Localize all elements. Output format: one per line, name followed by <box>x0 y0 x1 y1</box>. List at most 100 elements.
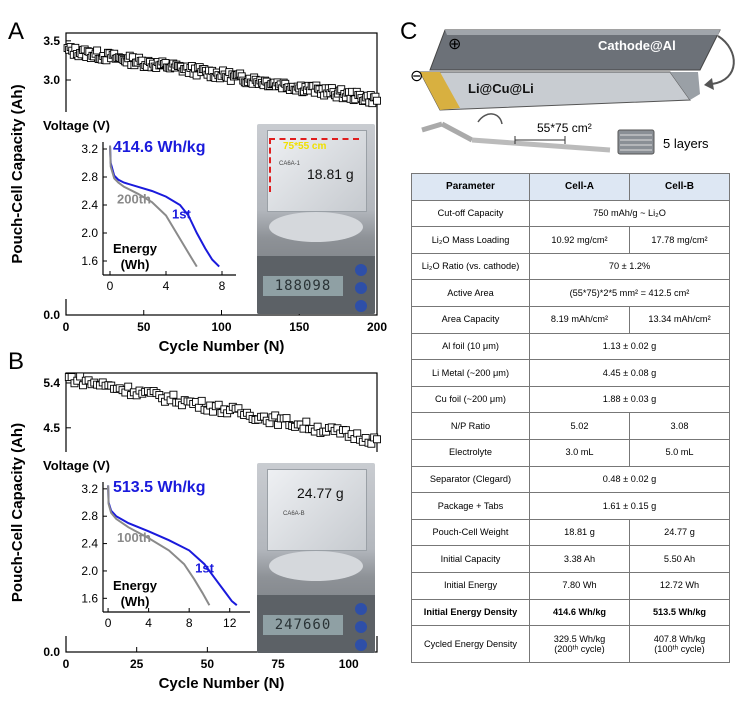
x-tick-label: 50 <box>137 320 151 334</box>
merged-value-cell: 750 mAh/g ~ Li₂O <box>529 199 730 228</box>
layers-label: 5 layers <box>663 136 709 151</box>
inset-x-tick-label: 8 <box>219 279 226 293</box>
table-row: Area Capacity 8.19 mAh/cm² 13.34 mAh/cm² <box>411 305 730 334</box>
x-tick-label: 100 <box>339 657 359 671</box>
data-marker <box>373 96 381 105</box>
inset-curve-1st <box>109 145 220 268</box>
data-marker <box>197 396 206 405</box>
scale-display: 188098 <box>263 276 343 296</box>
photo-dimension-label: 75*55 cm <box>283 141 327 152</box>
param-cell: Initial Energy Density <box>411 598 530 627</box>
table-row: Separator (Clegard) 0.48 ± 0.02 g <box>411 465 730 494</box>
dimension-dash-left <box>269 138 272 192</box>
dimension-dash-top <box>269 138 359 141</box>
data-marker <box>274 420 282 429</box>
y-tick-label: 3.5 <box>43 34 60 48</box>
value-cell-b: 13.34 mAh/cm² <box>629 305 730 334</box>
param-cell: Separator (Clegard) <box>411 465 530 494</box>
data-marker <box>302 417 311 426</box>
table-row: Initial Capacity 3.38 Ah 5.50 Ah <box>411 545 730 573</box>
value-cell-a: 8.19 mAh/cm² <box>529 305 630 334</box>
inset-energy-unit: (Wh) <box>121 594 150 609</box>
x-tick-label: 75 <box>271 657 285 671</box>
photo-weight-label: 24.77 g <box>297 485 344 501</box>
series-label-1st: 1st <box>195 560 214 575</box>
anode-sheet <box>419 71 691 111</box>
fold-arrow <box>711 35 735 85</box>
value-cell-a: 7.80 Wh <box>529 571 630 600</box>
inset-curve-100th <box>107 485 211 606</box>
value-cell-b: 513.5 Wh/kg <box>629 598 730 627</box>
table-row: Li₂O Ratio (vs. cathode) 70 ± 1.2% <box>411 252 730 281</box>
x-axis-label: Cycle Number (N) <box>159 675 285 692</box>
x-tick-label: 150 <box>289 320 309 334</box>
value-cell-b: 407.8 Wh/kg (100ᵗʰ cycle) <box>629 625 730 664</box>
table-row: Al foil (10 μm) 1.13 ± 0.02 g <box>411 332 730 361</box>
pouch-cell-photo-b: 24.77 g CA6A-B 247660 <box>257 463 375 653</box>
scale-button-3 <box>355 639 367 651</box>
inset-y-tick-label: 3.2 <box>81 482 98 496</box>
inset-x-tick-label: 4 <box>163 279 170 293</box>
merged-value-cell: 1.88 ± 0.03 g <box>529 385 730 414</box>
stacked-layers <box>617 129 655 155</box>
fold-arrow-small <box>477 113 503 125</box>
cell-id-text: CA6A-B <box>283 511 305 517</box>
inset-voltage-label: Voltage (V) <box>43 458 110 473</box>
data-marker <box>282 414 291 423</box>
x-tick-label: 50 <box>201 657 215 671</box>
merged-value-cell: 0.48 ± 0.02 g <box>529 465 730 494</box>
scale-button-2 <box>355 282 367 294</box>
value-cell-b: 24.77 g <box>629 518 730 547</box>
y-axis-label: Pouch-Cell Capacity (Ah) <box>9 84 26 263</box>
value-cell-a: 3.0 mL <box>529 438 630 467</box>
energy-density-label: 513.5 Wh/kg <box>113 479 205 496</box>
param-cell: Pouch-Cell Weight <box>411 518 530 547</box>
value-cell-b: 3.08 <box>629 412 730 440</box>
inset-x-tick-label: 0 <box>107 279 114 293</box>
scale-pan <box>269 212 363 242</box>
table-row: Li₂O Mass Loading 10.92 mg/cm² 17.78 mg/cm… <box>411 226 730 254</box>
inset-y-tick-label: 2.8 <box>81 170 98 184</box>
value-cell-a: 5.02 <box>529 412 630 440</box>
inset-energy-label: Energy <box>113 578 158 593</box>
inset-curve-200th <box>109 145 198 268</box>
value-cell-a: 329.5 Wh/kg (200ᵗʰ cycle) <box>529 625 630 664</box>
cathode-label: Cathode@Al <box>598 38 676 53</box>
minus-terminal-icon: ⊖ <box>410 68 424 85</box>
inset-y-tick-label: 2.4 <box>81 198 98 212</box>
plus-terminal-icon: ⊕ <box>448 36 462 53</box>
param-cell: Cu foil (~200 μm) <box>411 385 530 414</box>
value-cell-a: 10.92 mg/cm² <box>529 226 630 254</box>
x-axis-label: Cycle Number (N) <box>159 338 285 355</box>
value-cell-a: 3.38 Ah <box>529 545 630 573</box>
cathode-sheet <box>429 29 721 71</box>
value-cell-a: 414.6 Wh/kg <box>529 598 630 627</box>
x-tick-label: 25 <box>130 657 144 671</box>
data-marker <box>373 435 381 444</box>
inset-y-tick-label: 2.0 <box>81 564 98 578</box>
param-cell: Package + Tabs <box>411 492 530 520</box>
inset-voltage-label: Voltage (V) <box>43 118 110 133</box>
param-cell: Cut-off Capacity <box>411 199 530 228</box>
pouch-cell-body <box>267 130 367 212</box>
parameter-table: Parameter Cell-A Cell-B Cut-off Capacity… <box>411 173 730 664</box>
data-marker <box>76 372 85 381</box>
y-axis-label: Pouch-Cell Capacity (Ah) <box>9 423 26 602</box>
param-cell: Initial Energy <box>411 571 530 600</box>
series-label-later: 200th <box>117 192 151 207</box>
header-cell-b: Cell-B <box>629 173 730 201</box>
table-row: Electrolyte 3.0 mL 5.0 mL <box>411 438 730 467</box>
param-cell: Li Metal (~200 μm) <box>411 359 530 387</box>
value-cell-b: 5.0 mL <box>629 438 730 467</box>
inset-x-tick-label: 4 <box>145 616 152 630</box>
merged-value-cell: (55*75)*2*5 mm² = 412.5 cm² <box>529 279 730 307</box>
y-tick-label: 0.0 <box>43 645 60 659</box>
table-row: Cut-off Capacity 750 mAh/g ~ Li₂O <box>411 199 730 228</box>
merged-value-cell: 4.45 ± 0.08 g <box>529 359 730 387</box>
param-cell: Li₂O Mass Loading <box>411 226 530 254</box>
x-tick-label: 0 <box>63 657 70 671</box>
inset-y-tick-label: 3.2 <box>81 142 98 156</box>
photo-weight-label: 18.81 g <box>307 166 354 182</box>
series-label-later: 100th <box>117 530 151 545</box>
inset-y-tick-label: 1.6 <box>81 591 98 605</box>
